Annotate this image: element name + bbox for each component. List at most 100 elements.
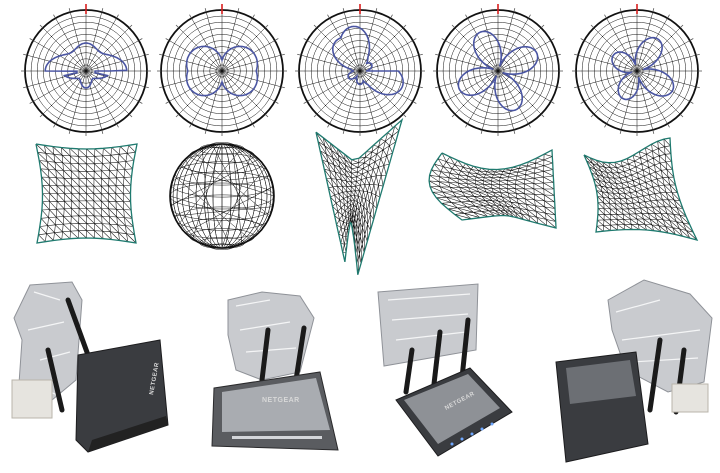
- polar-spoke: [301, 54, 361, 72]
- polar-spoke: [343, 70, 361, 130]
- polar-tick: [689, 101, 694, 104]
- polar-spoke: [497, 70, 529, 124]
- polar-tick: [540, 24, 545, 29]
- foil-highlight: [387, 293, 471, 341]
- polar-spoke: [221, 18, 253, 72]
- polar-spoke: [497, 40, 551, 72]
- polar-spoke: [636, 27, 681, 72]
- polar-spoke: [584, 70, 638, 102]
- polar-spoke: [85, 27, 130, 72]
- polar-tick: [23, 53, 28, 56]
- polar-tick: [604, 14, 607, 19]
- polar-tick: [580, 101, 585, 104]
- polar-tick: [465, 123, 468, 128]
- antenna: [647, 337, 663, 413]
- router-photo-4: [555, 279, 713, 463]
- polar-tick: [303, 38, 308, 41]
- router-photo-1: NETGEAR: [11, 281, 169, 453]
- foil-highlight: [615, 299, 701, 363]
- polar-spoke: [85, 54, 145, 72]
- polar-spoke: [636, 70, 696, 88]
- polar-tick: [619, 129, 622, 134]
- polar-tick: [540, 113, 545, 118]
- polar-tick: [679, 24, 684, 29]
- polar-tick: [303, 101, 308, 104]
- polar-tick: [274, 101, 279, 104]
- polar-spoke: [205, 12, 223, 72]
- antenna: [45, 347, 65, 413]
- polar-tick: [375, 8, 378, 13]
- status-led: [460, 437, 464, 441]
- polar-tick: [480, 129, 483, 134]
- polar-spoke: [178, 70, 223, 115]
- polar-tick: [375, 129, 378, 134]
- router-top: [222, 378, 330, 432]
- polar-tick: [513, 129, 516, 134]
- polar-tick: [402, 113, 407, 118]
- polar-tick: [695, 86, 700, 89]
- polar-plot-row: [21, 4, 702, 136]
- polar-spoke: [636, 40, 690, 72]
- status-led: [490, 422, 494, 426]
- polar-tick: [237, 8, 240, 13]
- mesh-lines: [583, 137, 698, 241]
- polar-tick: [252, 123, 255, 128]
- polar-spoke: [497, 70, 542, 115]
- polar-tick: [280, 86, 285, 89]
- polar-tick: [402, 24, 407, 29]
- antenna: [259, 327, 271, 383]
- polar-spoke: [497, 18, 529, 72]
- polar-tick: [313, 113, 318, 118]
- polar-tick: [116, 123, 119, 128]
- router-photo-3: NETGEAR: [377, 283, 513, 457]
- antenna: [403, 347, 415, 395]
- polar-tick: [418, 86, 423, 89]
- polar-plot-4: [433, 4, 563, 136]
- polar-tick: [412, 38, 417, 41]
- polar-tick: [390, 14, 393, 19]
- polar-tick: [165, 38, 170, 41]
- polar-spoke: [55, 18, 87, 72]
- polar-spoke: [359, 40, 413, 72]
- polar-tick: [619, 8, 622, 13]
- status-led: [450, 442, 454, 446]
- status-leds: [232, 436, 322, 439]
- polar-tick: [204, 8, 207, 13]
- polar-spoke: [316, 27, 361, 72]
- polar-tick: [667, 14, 670, 19]
- polar-tick: [53, 123, 56, 128]
- polar-spoke: [221, 70, 266, 115]
- foil-reflector: [227, 291, 315, 381]
- polar-spoke: [191, 70, 223, 124]
- polar-tick: [144, 53, 149, 56]
- polar-spoke: [329, 70, 361, 124]
- router-photo-row: NETGEAR NETGEAR NETGEAR: [11, 279, 713, 463]
- polar-tick: [435, 53, 440, 56]
- polar-tick: [53, 14, 56, 19]
- polar-plot-5: [572, 4, 702, 136]
- polar-spoke: [497, 27, 542, 72]
- polar-tick: [556, 53, 561, 56]
- polar-spoke: [163, 70, 223, 88]
- radiation-pattern: [185, 45, 259, 97]
- polar-tick: [204, 129, 207, 134]
- polar-tick: [101, 129, 104, 134]
- polar-tick: [175, 24, 180, 29]
- polar-tick: [441, 38, 446, 41]
- router-top: [404, 374, 500, 444]
- polar-tick: [652, 8, 655, 13]
- antenna: [431, 329, 443, 387]
- polar-spoke: [221, 40, 275, 72]
- polar-spoke: [85, 18, 117, 72]
- polar-spoke: [85, 70, 139, 102]
- polar-tick: [29, 101, 34, 104]
- polar-spoke: [163, 54, 223, 72]
- polar-spoke: [169, 70, 223, 102]
- polar-tick: [550, 38, 555, 41]
- polar-plot-3: [295, 4, 425, 136]
- surface-mesh-3: [315, 117, 404, 275]
- mesh-outline: [428, 148, 557, 229]
- polar-tick: [412, 101, 417, 104]
- polar-tick: [39, 113, 44, 118]
- polar-tick: [264, 113, 269, 118]
